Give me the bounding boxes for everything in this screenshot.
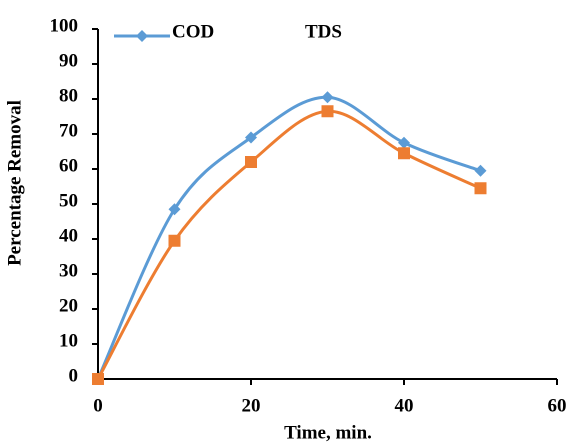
x-tick-label: 40: [395, 395, 414, 416]
y-tick-label: 20: [59, 295, 78, 316]
y-tick-label: 80: [59, 85, 78, 106]
y-tick-label: 90: [59, 50, 78, 71]
x-tick-label: 20: [242, 395, 261, 416]
marker: [398, 136, 410, 149]
y-tick-label: 40: [59, 225, 78, 246]
y-tick-label: 50: [59, 190, 78, 211]
legend-marker: [136, 30, 148, 42]
marker: [474, 182, 487, 195]
legend-label: TDS: [305, 21, 342, 42]
marker: [474, 164, 487, 177]
marker: [168, 203, 181, 216]
marker: [92, 373, 104, 385]
x-tick-label: 60: [548, 395, 567, 416]
y-tick-label: 10: [59, 330, 78, 351]
y-tick-label: 30: [59, 260, 78, 281]
legend-label: COD: [172, 21, 214, 42]
y-tick-label: 70: [59, 120, 78, 141]
marker: [321, 105, 334, 118]
series-line: [96, 95, 482, 380]
marker: [245, 131, 257, 144]
x-axis-label: Time, min.: [284, 422, 372, 443]
marker: [398, 147, 410, 160]
y-tick-label: 100: [50, 15, 79, 36]
marker: [321, 91, 334, 104]
y-axis-label: Percentage Removal: [4, 100, 25, 266]
marker: [245, 156, 257, 168]
y-tick-label: 60: [59, 155, 78, 176]
x-tick-label: 0: [93, 395, 103, 416]
marker: [168, 234, 181, 247]
y-tick-label: 0: [69, 365, 79, 386]
